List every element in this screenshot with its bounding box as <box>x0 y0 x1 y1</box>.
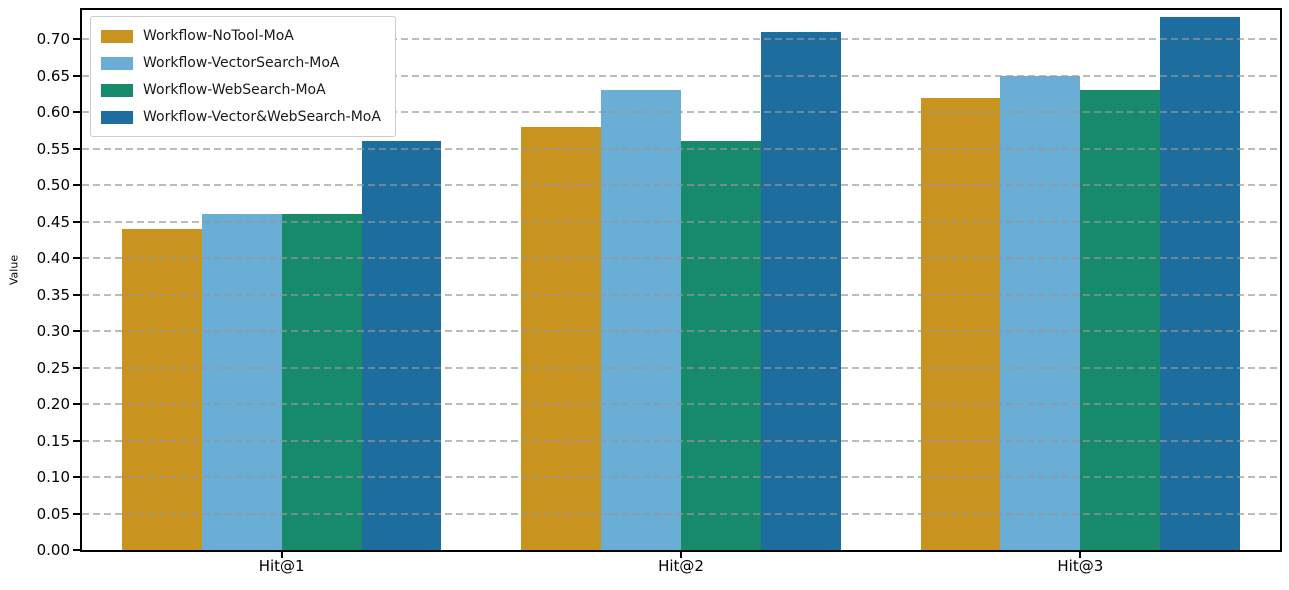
gridline <box>82 293 1280 296</box>
y-axis-tick-mark <box>73 512 80 515</box>
legend-swatch <box>101 56 133 70</box>
gridline <box>82 74 1280 77</box>
legend-swatch <box>101 29 133 43</box>
gridline <box>82 257 1280 260</box>
y-axis-tick-mark <box>73 220 80 223</box>
y-axis-tick-label: 0.20 <box>36 395 70 414</box>
bar <box>361 141 442 550</box>
y-axis-tick-mark <box>73 476 80 479</box>
legend-item: Workflow-VectorSearch-MoA <box>101 53 381 73</box>
y-axis-tick-mark <box>73 403 80 406</box>
gridline <box>82 38 1280 41</box>
gridline <box>82 476 1280 479</box>
gridline <box>82 439 1280 442</box>
y-axis-tick-mark <box>73 257 80 260</box>
y-axis-tick-label: 0.10 <box>36 468 70 487</box>
x-axis-tick-mark <box>280 550 283 558</box>
y-axis-tick-label: 0.15 <box>36 431 70 450</box>
y-axis-tick-mark <box>73 366 80 369</box>
legend-item: Workflow-WebSearch-MoA <box>101 80 381 100</box>
bar <box>1080 90 1161 550</box>
x-axis-tick-label: Hit@3 <box>1057 557 1104 575</box>
y-axis-tick-label: 0.65 <box>36 66 70 85</box>
y-axis-tick-mark <box>73 330 80 333</box>
x-axis-tick-mark <box>680 550 682 558</box>
y-axis-tick-label: 0.55 <box>36 139 70 158</box>
y-axis-tick-label: 0.25 <box>36 358 70 377</box>
x-axis-tick-label: Hit@1 <box>258 557 305 575</box>
legend-label: Workflow-Vector&WebSearch-MoA <box>143 109 381 125</box>
y-axis-tick-label: 0.70 <box>36 30 70 49</box>
bar <box>201 214 282 550</box>
gridline <box>82 147 1280 150</box>
y-axis-tick-mark <box>73 111 80 114</box>
legend-label: Workflow-WebSearch-MoA <box>143 82 326 98</box>
legend: Workflow-NoTool-MoA Workflow-VectorSearch… <box>90 16 396 137</box>
plot-area: Workflow-NoTool-MoA Workflow-VectorSearch… <box>80 8 1282 552</box>
y-axis-tick-label: 0.50 <box>36 176 70 195</box>
y-axis-tick-label: 0.40 <box>36 249 70 268</box>
bar <box>1160 17 1241 550</box>
gridline <box>82 330 1280 333</box>
bar <box>760 31 841 550</box>
bar <box>121 228 202 550</box>
legend-label: Workflow-VectorSearch-MoA <box>143 55 340 71</box>
y-axis-tick-mark <box>73 147 80 150</box>
bar <box>601 90 681 550</box>
gridline <box>82 512 1280 515</box>
y-axis-tick-mark <box>73 74 80 77</box>
bar <box>521 126 602 550</box>
y-axis-tick-mark <box>73 293 80 296</box>
gridline <box>82 220 1280 223</box>
y-axis-tick-label: 0.60 <box>36 103 70 122</box>
bar <box>681 141 761 550</box>
bar <box>281 214 362 550</box>
legend-swatch <box>101 83 133 97</box>
legend-label: Workflow-NoTool-MoA <box>143 28 294 44</box>
gridline <box>82 403 1280 406</box>
y-axis-tick-label: 0.45 <box>36 212 70 231</box>
y-axis-tick-mark <box>73 439 80 442</box>
y-axis-tick-mark <box>73 184 80 187</box>
bar <box>1000 75 1081 550</box>
y-axis-tick-label: 0.35 <box>36 285 70 304</box>
y-axis-tick-label: 0.00 <box>36 541 70 559</box>
gridline <box>82 366 1280 369</box>
y-axis-tick-label: 0.30 <box>36 322 70 341</box>
x-axis-tick-mark <box>1079 550 1082 558</box>
legend-item: Workflow-Vector&WebSearch-MoA <box>101 107 381 127</box>
legend-item: Workflow-NoTool-MoA <box>101 26 381 46</box>
y-axis-tick-mark <box>73 38 80 41</box>
plot-inner <box>82 10 1280 550</box>
gridline <box>82 184 1280 187</box>
x-axis-tick-label: Hit@2 <box>658 557 704 575</box>
y-axis-tick-label: 0.05 <box>36 504 70 523</box>
y-axis-tick-mark <box>73 549 80 551</box>
legend-swatch <box>101 110 133 124</box>
gridline <box>82 111 1280 114</box>
bar <box>920 97 1001 550</box>
